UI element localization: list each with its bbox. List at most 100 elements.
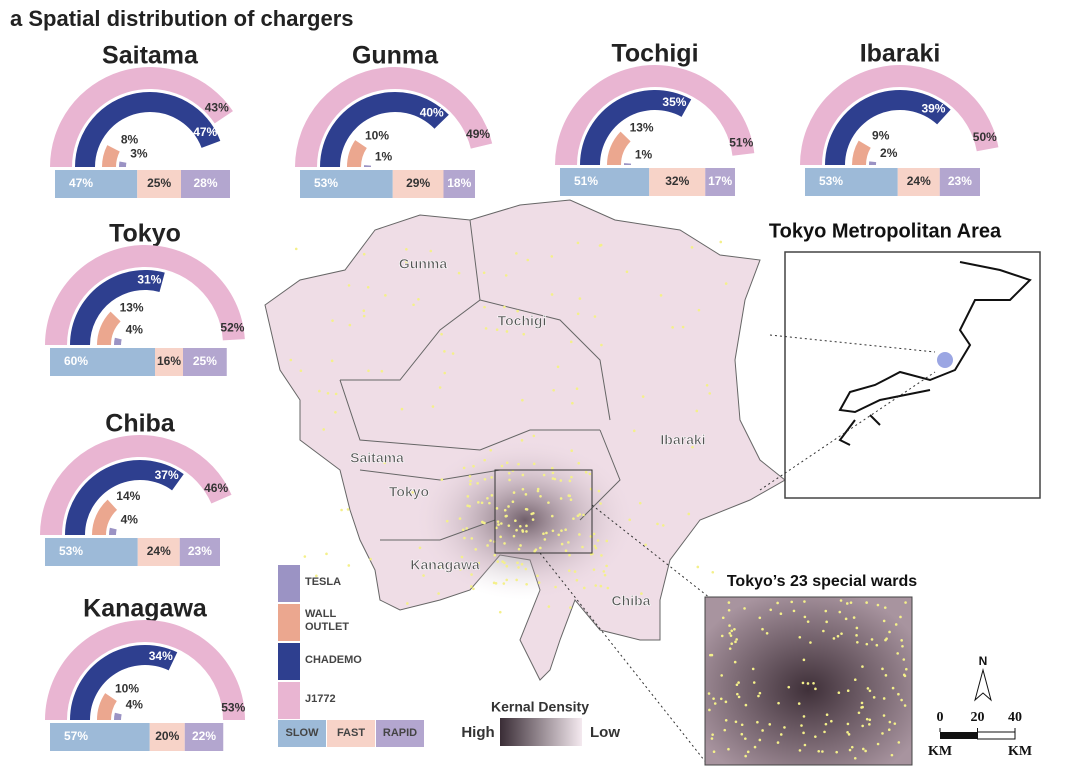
charger-dot [582, 513, 585, 517]
arc-bar [114, 712, 122, 720]
charger-dot [512, 534, 516, 538]
charger-dot [712, 697, 715, 700]
wards-title: Tokyo’s 23 special wards [727, 573, 917, 590]
charger-dot [468, 474, 472, 478]
charger-dot [687, 512, 691, 516]
charger-dot [727, 601, 731, 604]
charger-dot [536, 574, 539, 578]
charger-dot [592, 568, 596, 571]
legend-label: TESLA [305, 576, 342, 588]
charger-dot [727, 747, 730, 751]
speed-bar [183, 348, 227, 376]
value-label: 40% [420, 106, 444, 120]
value-label: 37% [155, 468, 179, 482]
charger-dot [568, 553, 571, 557]
charger-dot [551, 529, 555, 533]
charger-dot [330, 359, 334, 363]
charger-dot [484, 327, 488, 330]
charger-dot [505, 578, 509, 582]
charger-dot [553, 477, 557, 481]
charger-dot [340, 508, 343, 512]
charger-dot [848, 748, 852, 752]
charger-dot [593, 544, 597, 548]
charger-dot [733, 628, 736, 631]
charger-dot [367, 369, 370, 373]
charger-dot [443, 350, 446, 353]
charger-dot [800, 724, 803, 727]
charger-dot [532, 511, 535, 515]
speed-bar [184, 723, 224, 751]
speed-label: 53% [59, 544, 83, 558]
charger-dot [572, 517, 575, 520]
charger-dot [861, 665, 864, 668]
charger-dot [720, 674, 723, 677]
value-label: 51% [729, 135, 753, 149]
charger-dot [481, 520, 484, 524]
scale-tick-label: 20 [971, 710, 985, 725]
charger-dot [568, 479, 572, 483]
charger-dot [855, 634, 858, 637]
speed-label: 29% [406, 176, 430, 190]
speed-label: 25% [193, 354, 217, 368]
legend-swatch [376, 720, 424, 747]
charger-dot [472, 587, 475, 591]
charger-dot [507, 505, 510, 508]
charger-dot [856, 640, 859, 644]
charger-dot [628, 518, 631, 522]
arc-bar [869, 161, 877, 165]
charger-dot [532, 462, 536, 466]
charger-dot [853, 756, 857, 760]
charger-dot [597, 489, 601, 493]
charger-dot [847, 733, 851, 736]
charger-dot [846, 730, 849, 734]
charger-dot [902, 658, 906, 661]
arc-bar [295, 67, 493, 167]
charger-dot [469, 479, 472, 483]
charger-dot [836, 634, 840, 638]
charger-dot [625, 270, 629, 274]
arc-bar [70, 270, 165, 345]
prefecture-label: Tochigi [498, 313, 547, 329]
charger-dot [299, 369, 303, 373]
speed-bar [50, 723, 150, 751]
chart-title: Ibaraki [860, 40, 941, 68]
charger-dot [776, 741, 780, 744]
charger-dot [575, 578, 579, 582]
charger-dot [499, 535, 502, 539]
charger-dot [603, 573, 607, 577]
density-high: High [461, 724, 494, 741]
charger-dot [567, 541, 570, 544]
charger-dot [779, 612, 783, 615]
charger-dot [753, 745, 757, 749]
charger-dot [437, 592, 440, 595]
charger-dot [600, 554, 603, 557]
value-label: 10% [115, 681, 139, 695]
charger-dot [861, 724, 864, 728]
charger-dot [465, 527, 469, 530]
prefecture-label: Ibaraki [660, 432, 705, 448]
charger-dot [744, 754, 747, 758]
charger-dot [825, 620, 828, 624]
charger-dot [589, 535, 593, 538]
arc-bar [102, 145, 120, 167]
charger-dot [710, 653, 714, 657]
charger-dot [792, 609, 796, 613]
charger-dot [495, 526, 498, 530]
charger-dot [757, 694, 760, 698]
charger-dot [641, 395, 645, 398]
charger-dot [825, 713, 829, 717]
charger-dot [740, 732, 744, 736]
charger-dot [482, 271, 486, 275]
legend-swatch [278, 643, 300, 680]
japan-outline [838, 261, 1032, 414]
charger-dot [840, 632, 843, 635]
charger-dot [315, 574, 318, 578]
speed-label: 22% [192, 729, 216, 743]
charger-dot [521, 529, 524, 532]
charger-dot [798, 749, 802, 752]
charger-dot [735, 638, 738, 641]
speed-bar [300, 170, 393, 198]
charger-dot [326, 391, 330, 395]
value-label: 53% [221, 701, 245, 715]
charger-dot [494, 582, 498, 585]
